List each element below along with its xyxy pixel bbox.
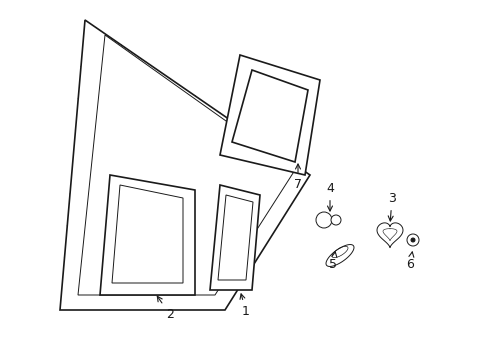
- Polygon shape: [376, 223, 402, 248]
- Text: 5: 5: [328, 252, 336, 271]
- Text: 7: 7: [293, 164, 302, 191]
- Circle shape: [315, 212, 331, 228]
- Circle shape: [410, 238, 414, 242]
- Polygon shape: [60, 20, 309, 310]
- Polygon shape: [220, 55, 319, 175]
- Text: 3: 3: [387, 192, 395, 221]
- Polygon shape: [218, 195, 252, 280]
- Text: 4: 4: [325, 182, 333, 211]
- Polygon shape: [209, 185, 260, 290]
- Polygon shape: [100, 175, 195, 295]
- Polygon shape: [231, 70, 307, 162]
- Text: 2: 2: [157, 296, 174, 321]
- Text: 6: 6: [405, 252, 413, 271]
- Polygon shape: [112, 185, 183, 283]
- Circle shape: [330, 215, 340, 225]
- Circle shape: [406, 234, 418, 246]
- Polygon shape: [325, 244, 353, 266]
- Text: 1: 1: [240, 294, 249, 318]
